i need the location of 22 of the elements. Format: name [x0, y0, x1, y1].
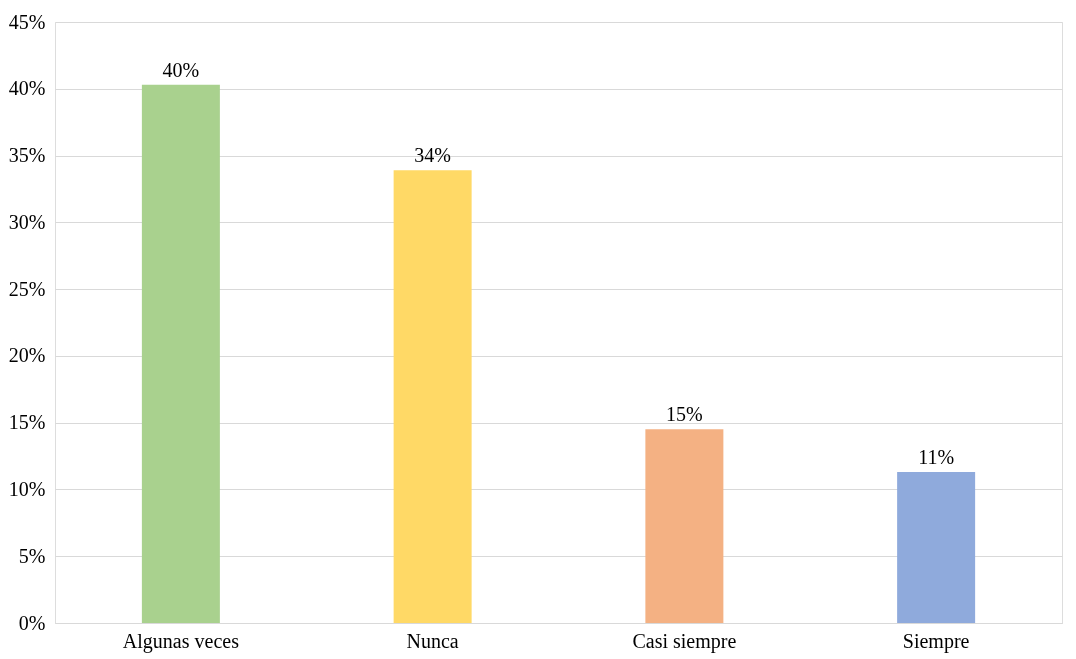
- data-label: 15%: [666, 403, 703, 426]
- data-label: 34%: [414, 144, 451, 167]
- bar: [393, 170, 472, 623]
- x-tick-label: Siempre: [902, 629, 970, 653]
- y-tick-label: 35%: [8, 144, 46, 167]
- y-tick-label: 0%: [18, 611, 46, 634]
- y-tick-label: 40%: [8, 77, 46, 100]
- data-label: 40%: [162, 58, 200, 81]
- data-label: 11%: [918, 446, 955, 469]
- bar: [897, 472, 976, 623]
- y-tick-label: 15%: [8, 411, 46, 434]
- x-tick-label: Nunca: [406, 629, 459, 652]
- bar: [141, 84, 220, 623]
- bar: [645, 429, 724, 623]
- y-tick-label: 20%: [8, 344, 46, 367]
- y-tick-label: 45%: [8, 10, 46, 33]
- y-tick-label: 5%: [18, 544, 46, 567]
- y-tick-label: 10%: [8, 477, 46, 500]
- y-tick-label: 25%: [8, 277, 46, 300]
- x-tick-label: Casi siempre: [632, 629, 737, 653]
- x-tick-label: Algunas veces: [122, 629, 240, 653]
- y-tick-label: 30%: [8, 210, 46, 233]
